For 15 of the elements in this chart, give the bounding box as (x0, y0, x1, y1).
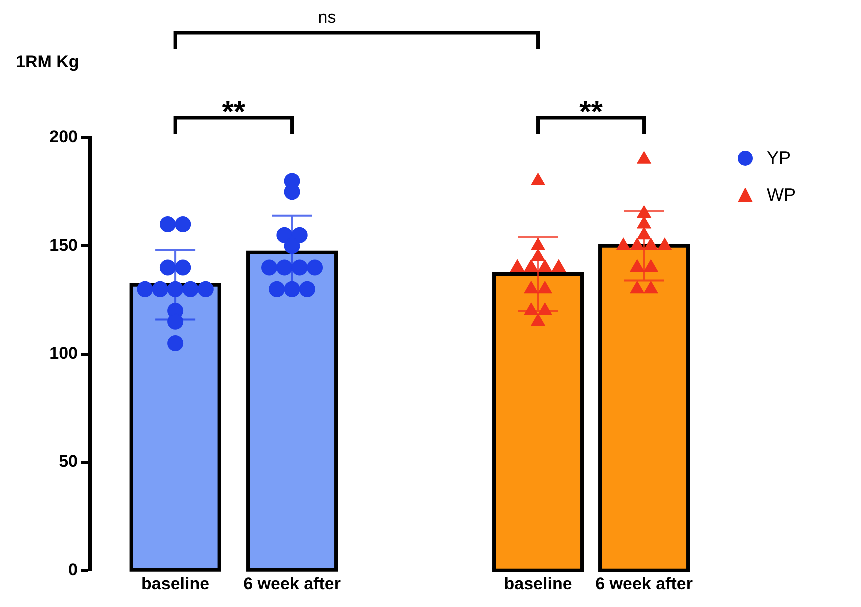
y-tick-label: 0 (68, 560, 78, 580)
y-tick-label: 150 (50, 236, 78, 255)
text: ** (222, 96, 246, 129)
text: ** (580, 96, 604, 129)
y-axis-title: 1RM Kg (16, 52, 80, 72)
x-tick-label: baseline (142, 574, 210, 594)
legend-label: WP (767, 184, 796, 207)
text: ns (318, 8, 336, 27)
y-tick-label: 100 (50, 344, 78, 363)
y-tick-label: 50 (59, 452, 78, 472)
x-tick-label: baseline (504, 574, 572, 594)
y-tick-label: 200 (50, 128, 78, 147)
legend-label: YP (767, 147, 792, 170)
x-tick-label: 6 week after (596, 574, 694, 594)
x-tick-label: 6 week after (244, 574, 342, 594)
